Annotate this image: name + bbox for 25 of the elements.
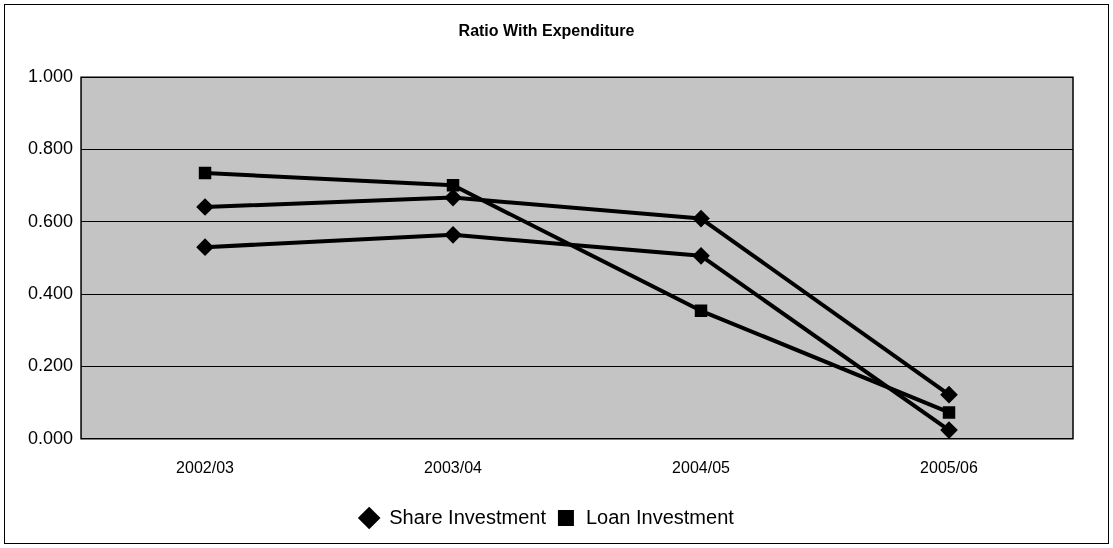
legend-label: Loan Investment	[585, 505, 735, 528]
point	[445, 189, 462, 206]
y-tick-label: 0.000	[28, 427, 74, 448]
legend-label: Share Investment	[389, 505, 547, 528]
y-tick-label: 0.200	[28, 355, 74, 376]
y-tick-label: 0.400	[28, 283, 74, 304]
point	[693, 247, 710, 264]
point	[942, 406, 956, 419]
y-tick-label: 0.600	[28, 210, 74, 231]
x-tick-label: 2003/04	[424, 458, 483, 476]
point	[197, 239, 214, 256]
point	[694, 304, 708, 318]
x-tick-label: 2005/06	[920, 458, 979, 476]
x-tick-label: 2002/03	[176, 458, 235, 476]
chart-title: Ratio With Expenditure	[458, 22, 635, 40]
point	[445, 226, 462, 243]
point	[197, 199, 214, 216]
y-tick-label: 0.800	[28, 138, 74, 159]
point	[693, 210, 710, 227]
x-tick-label: 2004/05	[672, 458, 731, 476]
point	[446, 179, 460, 192]
y-tick-label: 1.000	[28, 66, 74, 87]
point	[941, 422, 958, 439]
point	[198, 166, 212, 180]
point	[941, 386, 958, 403]
